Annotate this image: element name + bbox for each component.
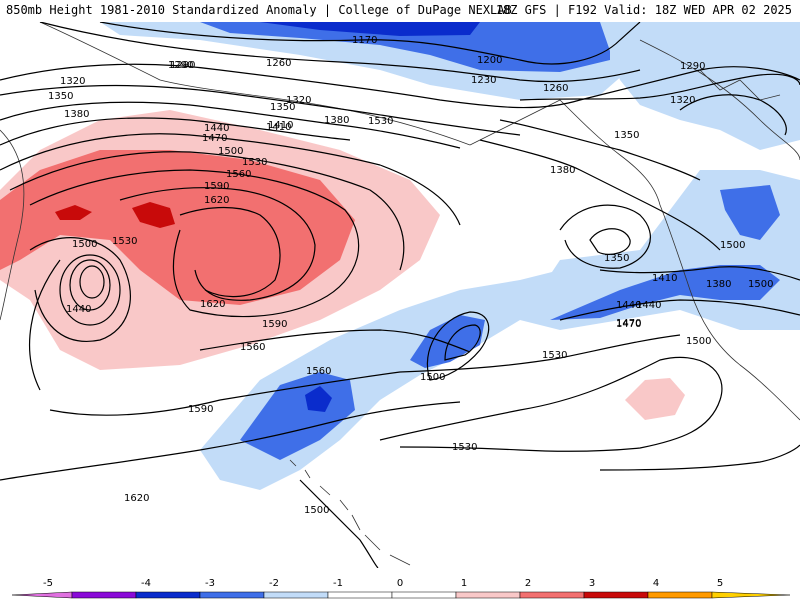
contour-label: 1440: [66, 304, 91, 315]
contour-label: 1530: [242, 157, 267, 168]
legend-segment-neg3: [199, 591, 265, 599]
contour-label: 1500: [72, 239, 97, 250]
height-contours: [0, 21, 800, 569]
legend-canvas: -5 -4 -3 -2 -1 0 1 2 3 4 5: [11, 578, 791, 599]
contour-label: 1410: [652, 273, 677, 284]
pos3-anomaly-west: [55, 205, 92, 220]
contour-label: 1590: [188, 404, 213, 415]
pos1-anomaly-east-pacific: [625, 378, 685, 420]
contour-label: 1290: [168, 60, 193, 71]
title-left: 850mb Height 1981-2010 Standardized Anom…: [6, 3, 512, 17]
contour-label: 1260: [543, 83, 568, 94]
legend-bar: [11, 591, 791, 599]
legend-segment-zero: [391, 591, 457, 599]
legend-tick: 1: [461, 578, 467, 589]
contour-label: 1350: [270, 102, 295, 113]
legend-tick: 2: [525, 578, 531, 589]
contour-label: 1380: [550, 165, 575, 176]
contour-label: 1440: [636, 300, 661, 311]
contour-label: 1560: [226, 169, 251, 180]
contour-label: 1350: [614, 130, 639, 141]
pos2-anomaly-bering: [0, 150, 355, 305]
legend-tick: -5: [43, 578, 53, 589]
legend-tick: -3: [205, 578, 215, 589]
contour-label: 1230: [471, 75, 496, 86]
legend-tick: -1: [333, 578, 343, 589]
legend-ticks: -5 -4 -3 -2 -1 0 1 2 3 4 5: [43, 578, 723, 589]
contour-label: 1500: [218, 146, 243, 157]
legend-tick: 3: [589, 578, 595, 589]
contour-label: 1620: [200, 299, 225, 310]
contour-label: 1560: [240, 342, 265, 353]
contour-label: 1500: [686, 336, 711, 347]
legend-segment-neg5: [71, 591, 137, 599]
contour-label: 1440: [616, 300, 641, 311]
contour-label: 1590: [204, 181, 229, 192]
legend-segment-pos4: [647, 591, 713, 599]
legend-segment-pos2: [519, 591, 585, 599]
contour-label: 1530: [368, 116, 393, 127]
legend-tick: 4: [653, 578, 659, 589]
contour-label: 1620: [204, 195, 229, 206]
contour-label: 1320: [670, 95, 695, 106]
contour-label: 1380: [64, 109, 89, 120]
pos3-anomaly-east: [132, 202, 175, 228]
contour-label: 1530: [112, 236, 137, 247]
legend-arrow-left: [11, 591, 73, 599]
legend-segment-pos1: [455, 591, 521, 599]
neg2-anomaly-north-pacific: [200, 22, 610, 72]
legend-tick: -4: [141, 578, 151, 589]
contour-label: 1440: [204, 123, 229, 134]
legend-tick: 5: [717, 578, 723, 589]
contour-label: 1470: [616, 318, 641, 329]
neg-anomaly-canada: [600, 22, 800, 150]
contour-label: 1530: [542, 350, 567, 361]
contour-label: 1320: [60, 76, 85, 87]
contour-label: 1290: [680, 61, 705, 72]
contour-label: 1170: [352, 35, 377, 46]
contour-label: 1470: [202, 133, 227, 144]
color-legend: -5 -4 -3 -2 -1 0 1 2 3 4 5: [0, 568, 800, 600]
contour-label: 1380: [706, 279, 731, 290]
coastlines: [0, 21, 800, 566]
neg3-anomaly-north-pacific: [260, 22, 480, 36]
contour-label: 1560: [306, 366, 331, 377]
contour-label: 1500: [748, 279, 773, 290]
contour-label: 1350: [48, 91, 73, 102]
neg3-anomaly-central-pacific: [305, 386, 332, 412]
contour-label: 1260: [266, 58, 291, 69]
contour-label: 1200: [477, 55, 502, 66]
legend-arrow-right: [711, 591, 791, 599]
contour-label: 1350: [604, 253, 629, 264]
legend-segment-neg2: [263, 591, 329, 599]
legend-segment-neg4: [135, 591, 201, 599]
contour-label: 1530: [452, 442, 477, 453]
legend-tick: -2: [269, 578, 279, 589]
neg2-anomaly-cal: [550, 265, 780, 320]
contour-label: 1410: [266, 122, 291, 133]
contour-label: 1620: [124, 493, 149, 504]
contour-label: 1470: [616, 319, 641, 330]
neg2-anomaly-west-coast: [720, 185, 780, 240]
legend-segment-pos3: [583, 591, 649, 599]
contour-labels: 1170 1200 1230 1260 1290 1320 1350 1380 …: [48, 35, 773, 516]
neg2-anomaly-mid-pacific: [410, 315, 485, 368]
contour-label: 1320: [286, 95, 311, 106]
contour-label: 1590: [262, 319, 287, 330]
title-right: 18Z GFS | F192 Valid: 18Z WED APR 02 202…: [495, 3, 792, 17]
contour-label: 1500: [304, 505, 329, 516]
contour-label: 1500: [720, 240, 745, 251]
contour-label: 1500: [420, 372, 445, 383]
anomaly-shading: [0, 22, 800, 490]
contour-label: 1380: [324, 115, 349, 126]
title-bar: 850mb Height 1981-2010 Standardized Anom…: [0, 0, 800, 22]
legend-tick: 0: [397, 578, 403, 589]
legend-segment-neg1: [327, 591, 393, 599]
contour-label: 1410: [268, 120, 293, 131]
contour-label: 1290: [170, 60, 195, 71]
